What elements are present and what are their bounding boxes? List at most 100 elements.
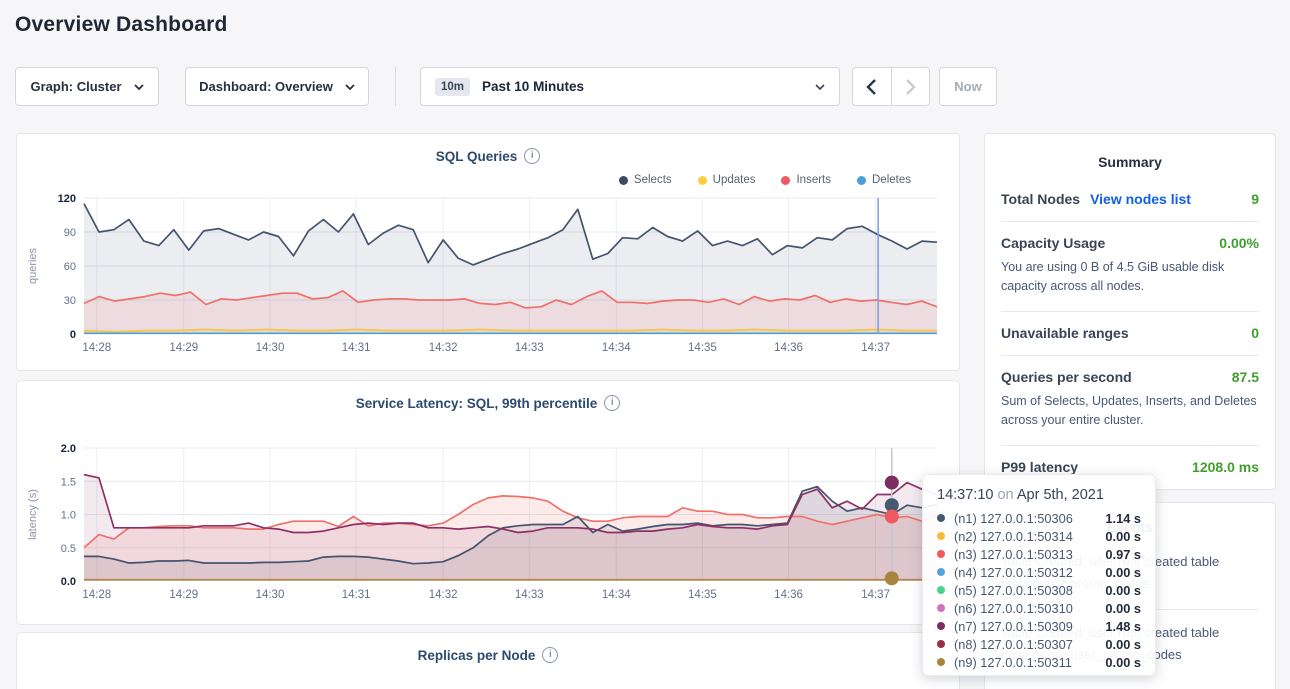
svg-text:0: 0 <box>70 329 76 341</box>
total-nodes-label: Total Nodes <box>1001 191 1080 207</box>
tooltip-row: (n1) 127.0.0.1:50306 1.14 s <box>937 509 1141 527</box>
unavailable-ranges-value: 0 <box>1251 325 1259 341</box>
graph-dropdown-label: Graph: Cluster <box>30 79 121 94</box>
summary-row-unavailable: Unavailable ranges 0 <box>1001 311 1259 355</box>
legend-dot-selects <box>619 176 628 185</box>
node-value: 0.00 s <box>1105 529 1141 544</box>
qps-label: Queries per second <box>1001 369 1132 385</box>
next-time-button[interactable] <box>891 68 930 105</box>
now-button[interactable]: Now <box>939 67 997 106</box>
controls-divider <box>395 67 396 106</box>
svg-text:14:30: 14:30 <box>256 589 285 601</box>
tooltip-row: (n4) 127.0.0.1:50312 0.00 s <box>937 563 1141 581</box>
svg-text:14:35: 14:35 <box>688 342 717 354</box>
qps-desc: Sum of Selects, Updates, Inserts, and De… <box>1001 392 1259 431</box>
legend-dot-deletes <box>857 176 866 185</box>
svg-text:60: 60 <box>64 261 76 273</box>
chevron-down-icon <box>815 84 825 90</box>
node-value: 0.00 s <box>1105 637 1141 652</box>
series-dot <box>937 514 945 522</box>
tooltip-time: 14:37:10 <box>937 487 993 503</box>
svg-text:14:29: 14:29 <box>169 589 198 601</box>
tooltip-row: (n3) 127.0.0.1:503130.97 s <box>937 545 1141 563</box>
info-icon[interactable]: i <box>604 395 620 411</box>
page-title: Overview Dashboard <box>15 13 228 37</box>
svg-text:0.0: 0.0 <box>61 576 76 588</box>
node-address: (n9) 127.0.0.1:50311 <box>954 655 1072 670</box>
svg-text:2.0: 2.0 <box>61 443 76 455</box>
svg-text:14:30: 14:30 <box>256 342 285 354</box>
legend-dot-updates <box>698 176 707 185</box>
svg-text:30: 30 <box>64 295 76 307</box>
dashboard-dropdown[interactable]: Dashboard: Overview <box>185 67 369 106</box>
dashboard-dropdown-label: Dashboard: Overview <box>199 79 333 94</box>
tooltip-row: (n2) 127.0.0.1:50314 0.00 s <box>937 527 1141 545</box>
legend-label: Deletes <box>872 174 911 186</box>
svg-text:14:35: 14:35 <box>688 589 717 601</box>
svg-text:120: 120 <box>58 193 76 205</box>
tooltip-row: (n7) 127.0.0.1:50309 1.48 s <box>937 617 1141 635</box>
svg-text:14:32: 14:32 <box>429 589 458 601</box>
node-address: (n7) 127.0.0.1:50309 <box>954 619 1073 634</box>
sql-queries-panel: SQL Queries i Selects Updates Inserts De… <box>16 133 960 371</box>
node-address: (n4) 127.0.0.1:50312 <box>954 565 1073 580</box>
svg-text:14:29: 14:29 <box>169 342 198 354</box>
service-latency-chart[interactable]: 14:2814:2914:3014:3114:3214:3314:3414:35… <box>18 440 948 620</box>
series-dot <box>937 604 945 612</box>
sql-queries-chart[interactable]: 14:2814:2914:3014:3114:3214:3314:3414:35… <box>18 190 948 370</box>
node-value: 1.48 s <box>1105 619 1141 634</box>
unavailable-ranges-label: Unavailable ranges <box>1001 325 1129 341</box>
tooltip-header: 14:37:10 on Apr 5th, 2021 <box>937 487 1141 503</box>
series-dot <box>937 550 945 558</box>
svg-text:latency (s): latency (s) <box>27 489 39 540</box>
svg-text:14:37: 14:37 <box>861 342 890 354</box>
tooltip-date: Apr 5th, 2021 <box>1017 487 1104 503</box>
summary-row-qps: Queries per second 87.5 Sum of Selects, … <box>1001 355 1259 445</box>
svg-text:14:36: 14:36 <box>774 589 803 601</box>
sql-queries-legend: Selects Updates Inserts Deletes <box>619 174 911 186</box>
chart-tooltip: 14:37:10 on Apr 5th, 2021 (n1) 127.0.0.1… <box>922 474 1156 676</box>
legend-label: Inserts <box>796 174 831 186</box>
svg-text:14:31: 14:31 <box>342 342 371 354</box>
series-dot <box>937 568 945 576</box>
svg-text:0.5: 0.5 <box>61 543 76 555</box>
node-value: 0.00 s <box>1105 565 1141 580</box>
tooltip-row: (n9) 127.0.0.1:50311 0.00 s <box>937 653 1141 671</box>
chevron-down-icon <box>134 84 144 90</box>
legend-dot-inserts <box>781 176 790 185</box>
node-value: 1.14 s <box>1105 511 1141 526</box>
time-step-buttons <box>852 67 930 106</box>
series-dot <box>937 532 945 540</box>
info-icon[interactable]: i <box>524 148 540 164</box>
node-address: (n1) 127.0.0.1:50306 <box>954 511 1073 526</box>
prev-time-button[interactable] <box>853 68 891 105</box>
p99-latency-label: P99 latency <box>1001 459 1078 475</box>
time-range-selector[interactable]: 10m Past 10 Minutes <box>420 67 840 106</box>
series-dot <box>937 622 945 630</box>
svg-text:14:37: 14:37 <box>861 589 890 601</box>
tooltip-row: (n8) 127.0.0.1:503070.00 s <box>937 635 1141 653</box>
tooltip-row: (n5) 127.0.0.1:503080.00 s <box>937 581 1141 599</box>
node-value: 0.00 s <box>1105 655 1141 670</box>
node-address: (n6) 127.0.0.1:50310 <box>954 601 1073 616</box>
node-address: (n2) 127.0.0.1:50314 <box>954 529 1073 544</box>
time-range-label: Past 10 Minutes <box>482 79 584 94</box>
view-nodes-list-link[interactable]: View nodes list <box>1090 191 1191 207</box>
svg-text:90: 90 <box>64 227 76 239</box>
capacity-usage-label: Capacity Usage <box>1001 235 1105 251</box>
node-address: (n5) 127.0.0.1:50308 <box>954 583 1073 598</box>
series-dot <box>937 658 945 666</box>
svg-text:14:34: 14:34 <box>602 342 631 354</box>
info-icon[interactable]: i <box>542 647 558 663</box>
summary-panel: Summary Total Nodes View nodes list 9 Ca… <box>984 133 1276 490</box>
capacity-usage-desc: You are using 0 B of 4.5 GiB usable disk… <box>1001 258 1259 297</box>
service-latency-title: Service Latency: SQL, 99th percentile <box>356 396 598 411</box>
graph-dropdown[interactable]: Graph: Cluster <box>15 67 159 106</box>
svg-text:queries: queries <box>27 247 39 284</box>
svg-text:14:34: 14:34 <box>602 589 631 601</box>
time-range-badge: 10m <box>435 78 470 96</box>
tooltip-row: (n6) 127.0.0.1:503100.00 s <box>937 599 1141 617</box>
svg-text:14:28: 14:28 <box>82 589 111 601</box>
legend-item: Inserts <box>781 174 831 186</box>
node-address: (n3) 127.0.0.1:50313 <box>954 547 1073 562</box>
